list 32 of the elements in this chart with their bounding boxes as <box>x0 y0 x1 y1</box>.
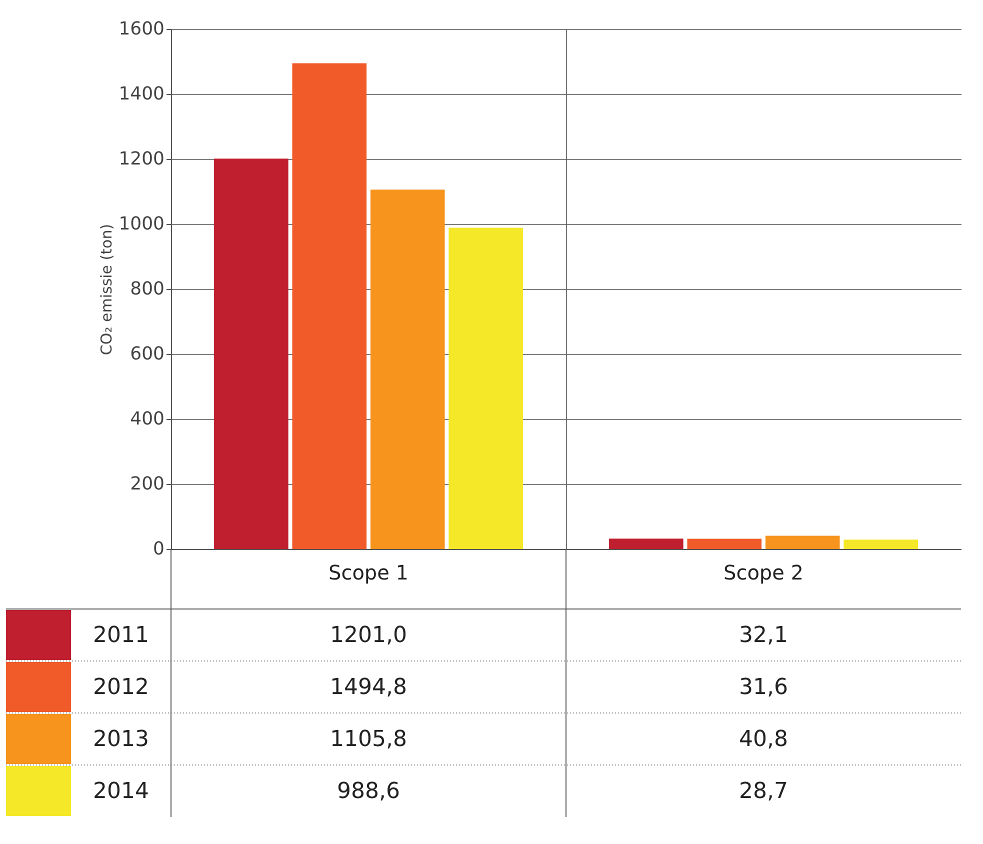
y-tick-label: 400 <box>130 408 164 430</box>
bar <box>844 540 918 549</box>
bar <box>292 63 367 549</box>
data-label: 988,6 <box>337 779 400 804</box>
data-label: 1494,8 <box>330 675 407 700</box>
bar <box>370 190 445 549</box>
legend-label: 2011 <box>93 623 149 648</box>
bar <box>765 536 840 549</box>
x-tick-label: Scope 2 <box>723 560 804 584</box>
data-label: 1201,0 <box>330 623 407 648</box>
y-tick-label: 200 <box>130 474 164 494</box>
data-label: 32,1 <box>739 623 788 648</box>
data-label: 1105,8 <box>330 727 407 752</box>
data-label: 28,7 <box>739 779 788 804</box>
legend-label: 2014 <box>93 779 149 804</box>
y-tick-label: 0 <box>153 538 164 560</box>
bar <box>214 158 288 549</box>
legend-label: 2012 <box>93 675 149 700</box>
data-label: 31,6 <box>739 675 788 700</box>
data-label: 40,8 <box>739 727 788 752</box>
y-tick-label: 1200 <box>118 148 164 170</box>
y-tick-label: 800 <box>130 278 164 300</box>
x-tick-label: Scope 1 <box>328 560 409 584</box>
y-axis-title: CO₂ emissie (ton) <box>98 224 116 356</box>
y-tick-label: 600 <box>130 344 164 364</box>
legend-label: 2013 <box>93 727 149 752</box>
bar <box>609 538 684 549</box>
bar <box>687 538 762 549</box>
bar <box>448 228 523 549</box>
y-tick-label: 1600 <box>118 18 164 40</box>
y-tick-label: 1400 <box>118 84 164 104</box>
y-tick-label: 1000 <box>118 214 164 234</box>
